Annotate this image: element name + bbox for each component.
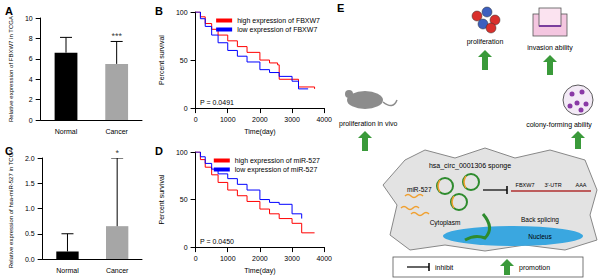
svg-text:proliferation in vivo: proliferation in vivo [339, 120, 397, 128]
svg-text:P = 0.0491: P = 0.0491 [200, 99, 234, 106]
svg-text:P = 0.0450: P = 0.0450 [200, 238, 234, 245]
svg-text:1.5: 1.5 [25, 180, 35, 187]
svg-text:2.0: 2.0 [25, 155, 35, 162]
svg-text:high expression of miR-527: high expression of miR-527 [235, 157, 320, 165]
svg-text:Cancer: Cancer [106, 267, 129, 274]
svg-text:Relative expression of FBXW7 i: Relative expression of FBXW7 in TCGA [8, 16, 14, 122]
svg-text:2: 2 [29, 96, 33, 103]
svg-text:Percent survival: Percent survival [158, 35, 165, 85]
svg-text:0.5: 0.5 [25, 230, 35, 237]
svg-text:Cytoplasm: Cytoplasm [430, 219, 461, 227]
svg-text:50: 50 [180, 57, 188, 64]
svg-text:hsa_circ_0001306 sponge: hsa_circ_0001306 sponge [429, 162, 511, 170]
svg-text:2000: 2000 [252, 255, 268, 262]
svg-text:0: 0 [184, 105, 188, 112]
svg-text:*: * [115, 148, 119, 158]
svg-text:0: 0 [29, 117, 33, 124]
svg-text:B: B [155, 5, 163, 17]
svg-text:Back splicing: Back splicing [521, 216, 559, 224]
svg-text:E: E [337, 2, 344, 14]
svg-text:A: A [5, 5, 13, 17]
svg-text:1.0: 1.0 [25, 205, 35, 212]
svg-text:Time(day): Time(day) [244, 267, 275, 275]
svg-text:low expression of miR-527: low expression of miR-527 [235, 166, 318, 174]
svg-text:high expression of FBXW7: high expression of FBXW7 [237, 17, 320, 25]
svg-text:0.0: 0.0 [25, 256, 35, 263]
svg-text:0: 0 [194, 116, 198, 123]
svg-text:FBXW7: FBXW7 [516, 182, 535, 188]
svg-text:4000: 4000 [316, 255, 332, 262]
svg-text:4000: 4000 [316, 116, 332, 123]
svg-text:Nucleus: Nucleus [528, 233, 552, 240]
svg-text:1000: 1000 [220, 255, 236, 262]
svg-text:8: 8 [29, 35, 33, 42]
svg-text:Normal: Normal [55, 128, 78, 135]
svg-text:Time(day): Time(day) [244, 128, 275, 136]
svg-text:3000: 3000 [284, 255, 300, 262]
svg-text:promotion: promotion [519, 264, 550, 272]
svg-text:Normal: Normal [56, 267, 79, 274]
svg-text:0: 0 [184, 244, 188, 251]
svg-text:6: 6 [29, 55, 33, 62]
svg-text:3'-UTR: 3'-UTR [544, 182, 561, 188]
svg-text:100: 100 [176, 149, 188, 156]
svg-text:miR-527: miR-527 [407, 186, 432, 193]
svg-text:C: C [5, 145, 13, 157]
svg-text:Relative expression of hsa-miR: Relative expression of hsa-miR-527 in TC… [8, 149, 14, 269]
svg-text:Cancer: Cancer [105, 128, 128, 135]
svg-text:inhibit: inhibit [435, 264, 453, 271]
svg-text:D: D [155, 145, 163, 157]
svg-text:0: 0 [194, 255, 198, 262]
svg-text:proliferation: proliferation [467, 38, 504, 46]
svg-text:4: 4 [29, 76, 33, 83]
svg-text:***: *** [111, 31, 122, 41]
svg-text:100: 100 [176, 9, 188, 16]
svg-text:3000: 3000 [284, 116, 300, 123]
svg-text:50: 50 [180, 196, 188, 203]
svg-text:10: 10 [25, 15, 33, 22]
svg-text:2000: 2000 [252, 116, 268, 123]
svg-text:colony-forming ability: colony-forming ability [526, 121, 592, 129]
svg-text:invasion ability: invasion ability [527, 44, 573, 52]
svg-text:Percent survival: Percent survival [158, 174, 165, 224]
svg-text:low expression of FBXW7: low expression of FBXW7 [237, 26, 317, 34]
svg-text:AAA: AAA [575, 182, 586, 188]
svg-text:1000: 1000 [220, 116, 236, 123]
